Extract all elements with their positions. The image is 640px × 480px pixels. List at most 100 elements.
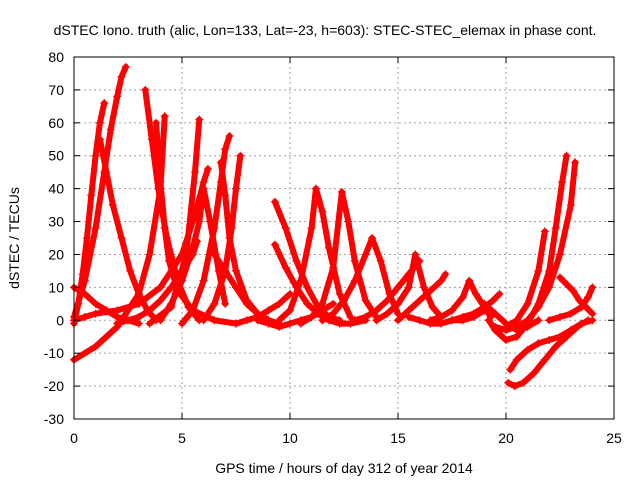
- data-point: [350, 316, 359, 325]
- data-point: [566, 309, 575, 318]
- data-point: [145, 319, 154, 328]
- x-tick-label: 10: [282, 430, 298, 446]
- data-point: [292, 257, 301, 266]
- data-point: [534, 266, 543, 275]
- data-point: [448, 306, 456, 315]
- data-point: [80, 312, 89, 321]
- data-point: [428, 303, 437, 312]
- series-arc-32: [502, 227, 549, 331]
- data-point: [458, 293, 467, 302]
- data-point: [335, 289, 344, 298]
- data-point: [134, 289, 143, 298]
- data-point: [221, 299, 230, 308]
- data-point: [510, 382, 519, 391]
- y-tick-label: 0: [56, 312, 64, 328]
- data-point: [562, 332, 571, 341]
- data-point: [141, 85, 150, 94]
- data-point: [199, 316, 208, 325]
- data-point: [182, 250, 191, 259]
- x-tick-label: 5: [178, 430, 186, 446]
- data-point: [286, 289, 294, 298]
- y-tick-label: -30: [44, 411, 64, 427]
- data-point: [311, 184, 320, 193]
- data-point: [469, 309, 478, 318]
- data-point: [188, 243, 197, 252]
- data-point: [504, 378, 513, 387]
- data-point: [236, 151, 245, 160]
- data-point: [292, 283, 301, 292]
- y-tick-label: 70: [48, 82, 64, 98]
- data-point: [404, 306, 413, 315]
- data-point: [411, 250, 420, 259]
- data-point: [350, 257, 359, 266]
- data-point: [152, 118, 161, 127]
- data-point: [95, 135, 104, 144]
- data-point: [437, 312, 446, 321]
- data-point: [160, 224, 169, 233]
- data-point: [74, 299, 83, 308]
- series-arc-21: [318, 234, 402, 325]
- data-point: [121, 62, 130, 71]
- plot-frame: [73, 56, 615, 420]
- series-arc-26: [394, 270, 450, 325]
- data-point: [195, 217, 204, 226]
- data-point: [512, 326, 521, 335]
- data-point: [100, 99, 109, 108]
- data-point: [329, 299, 338, 308]
- data-point: [227, 224, 236, 233]
- data-point: [232, 319, 240, 328]
- data-point: [145, 306, 154, 315]
- data-point: [383, 309, 392, 318]
- data-point: [372, 306, 381, 315]
- data-point: [275, 322, 284, 331]
- data-point: [95, 118, 104, 127]
- data-point: [491, 309, 500, 318]
- data-point: [394, 316, 402, 325]
- data-point: [329, 263, 338, 272]
- data-point: [225, 131, 234, 140]
- data-point: [242, 316, 251, 325]
- data-point: [556, 312, 564, 321]
- y-tick-label: 30: [48, 214, 64, 230]
- data-point: [165, 257, 174, 266]
- data-point: [519, 378, 528, 387]
- data-point: [117, 72, 126, 81]
- data-point: [484, 316, 493, 325]
- data-point: [361, 296, 370, 305]
- data-point: [281, 263, 290, 272]
- data-point: [108, 201, 117, 210]
- data-point: [394, 299, 402, 308]
- data-point: [113, 92, 122, 101]
- data-point: [458, 312, 467, 321]
- series-arc-36: [545, 283, 597, 325]
- data-point: [502, 336, 510, 345]
- data-point: [335, 319, 344, 328]
- data-point: [156, 178, 165, 187]
- data-point: [534, 339, 543, 348]
- axes: 0 5 10 15 20 25 -30 -20 -10 0 10 20 30 40 50 60 70 80: [44, 49, 622, 446]
- data-point: [437, 276, 446, 285]
- series-arc-18: [275, 184, 355, 325]
- data-point: [337, 187, 346, 196]
- data-point: [232, 283, 240, 292]
- series-arc-4: [70, 99, 109, 328]
- data-point: [404, 283, 413, 292]
- series-line: [153, 119, 239, 327]
- data-point: [324, 243, 333, 252]
- data-point: [199, 276, 208, 285]
- data-point: [318, 316, 327, 325]
- series-line: [96, 136, 160, 324]
- data-point: [491, 322, 500, 331]
- data-point: [178, 319, 186, 328]
- data-point: [167, 303, 176, 312]
- data-point: [495, 289, 504, 298]
- data-point: [203, 164, 212, 173]
- data-point: [340, 296, 348, 305]
- data-point: [242, 299, 251, 308]
- data-point: [221, 191, 230, 200]
- data-point: [562, 280, 571, 289]
- data-point: [329, 309, 338, 318]
- data-point: [512, 355, 521, 364]
- series-arc-12: [178, 131, 234, 328]
- data-point: [545, 283, 554, 292]
